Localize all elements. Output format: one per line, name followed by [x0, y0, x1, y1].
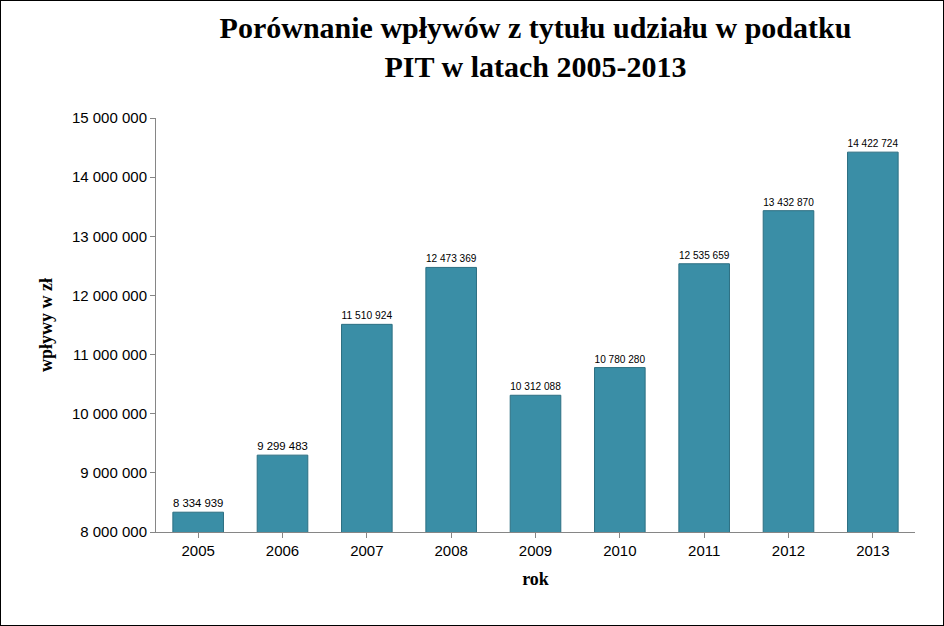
svg-text:2006: 2006	[266, 542, 299, 559]
svg-text:9 000 000: 9 000 000	[80, 464, 147, 481]
svg-text:2011: 2011	[688, 542, 720, 559]
svg-text:10 000 000: 10 000 000	[72, 405, 147, 422]
svg-text:9 299 483: 9 299 483	[257, 440, 308, 452]
svg-text:12 473 369: 12 473 369	[426, 253, 477, 264]
svg-text:2012: 2012	[772, 542, 805, 559]
svg-text:8 000 000: 8 000 000	[80, 523, 147, 540]
svg-text:15 000 000: 15 000 000	[72, 109, 147, 126]
svg-text:11 000 000: 11 000 000	[73, 346, 147, 363]
svg-text:2013: 2013	[856, 542, 889, 559]
svg-text:12 000 000: 12 000 000	[72, 287, 147, 304]
svg-text:2008: 2008	[434, 542, 467, 559]
svg-text:Porównanie wpływów z tytułu ud: Porównanie wpływów z tytułu udziału w po…	[220, 11, 852, 83]
svg-text:13 432 870: 13 432 870	[763, 197, 814, 208]
svg-text:11 510 924: 11 510 924	[342, 310, 393, 321]
svg-text:10 780 280: 10 780 280	[595, 354, 646, 365]
svg-text:14 000 000: 14 000 000	[72, 168, 147, 185]
svg-text:2005: 2005	[181, 542, 214, 559]
svg-text:rok: rok	[522, 569, 549, 589]
svg-text:2010: 2010	[603, 542, 636, 559]
svg-text:14 422 724: 14 422 724	[848, 138, 899, 149]
svg-text:10 312 088: 10 312 088	[510, 381, 561, 392]
svg-text:12 535 659: 12 535 659	[679, 250, 730, 261]
svg-text:2009: 2009	[519, 542, 552, 559]
svg-text:2007: 2007	[350, 542, 383, 559]
svg-text:wpływy w zł: wpływy w zł	[36, 278, 56, 372]
svg-text:13 000 000: 13 000 000	[72, 228, 147, 245]
svg-text:8 334 939: 8 334 939	[173, 497, 224, 509]
